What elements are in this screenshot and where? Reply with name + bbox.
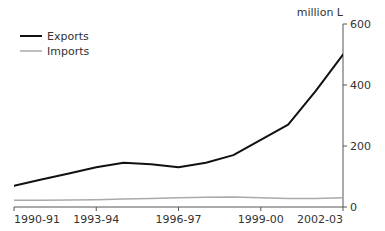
legend: Exports Imports bbox=[20, 30, 90, 58]
legend-label: Exports bbox=[47, 30, 89, 43]
x-tick-label: 1999-00 bbox=[238, 213, 284, 226]
x-tick-label: 1996-97 bbox=[156, 213, 202, 226]
x-tick-label: 2002-03 bbox=[297, 213, 343, 226]
x-tick bbox=[343, 207, 344, 211]
y-tick-label: 200 bbox=[350, 140, 371, 153]
series-line bbox=[14, 197, 343, 200]
x-tick bbox=[260, 207, 261, 211]
y-tick bbox=[343, 85, 347, 86]
chart: 0 200 400 600 million L 1990-91 1993-94 1996-97… bbox=[0, 0, 385, 231]
x-tick bbox=[96, 207, 97, 211]
x-tick bbox=[178, 207, 179, 211]
x-tick bbox=[14, 207, 15, 211]
y-tick bbox=[343, 24, 347, 25]
y-tick bbox=[343, 207, 347, 208]
y-tick-label: 600 bbox=[350, 18, 371, 31]
y-tick-label: 400 bbox=[350, 79, 371, 92]
x-tick-label: 1990-91 bbox=[14, 213, 60, 226]
legend-swatch bbox=[20, 35, 42, 37]
legend-swatch bbox=[20, 50, 42, 52]
legend-label: Imports bbox=[47, 45, 90, 58]
y-axis-label: million L bbox=[297, 6, 344, 19]
plot-area bbox=[14, 55, 343, 201]
series-line bbox=[14, 55, 343, 186]
y-tick-label: 0 bbox=[350, 201, 357, 214]
y-tick bbox=[343, 146, 347, 147]
y-axis-line bbox=[343, 24, 344, 207]
x-tick-label: 1993-94 bbox=[73, 213, 119, 226]
